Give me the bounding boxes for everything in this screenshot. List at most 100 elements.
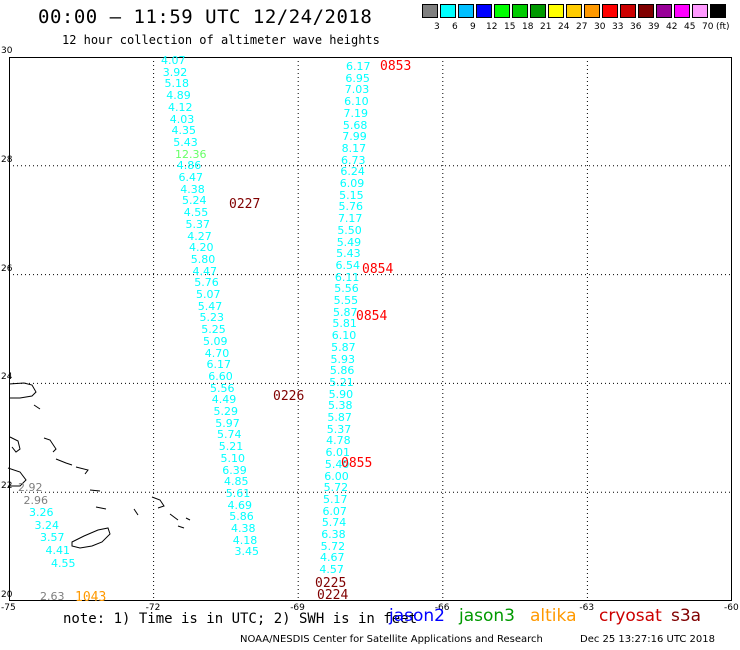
wave-height-value: 5.38 (328, 399, 353, 413)
wave-height-value: 6.17 (346, 60, 371, 73)
legend-swatch (638, 4, 654, 18)
pass-time-label: 0854 (356, 309, 388, 324)
wave-height-value: 4.85 (224, 475, 249, 489)
wave-height-value: 5.40 (324, 457, 350, 471)
legend-swatch (710, 4, 726, 18)
legend-swatch (656, 4, 672, 18)
legend-label: 12 (486, 22, 498, 32)
wave-height-value: 4.67 (319, 551, 345, 565)
legend-label: 45 (684, 22, 696, 32)
wave-height-value: 5.29 (213, 405, 239, 418)
bahamas-isle (33, 404, 41, 410)
wave-height-value: 4.47 (192, 264, 218, 278)
wave-height-value: 4.49 (211, 393, 237, 407)
legend-swatch (566, 4, 582, 18)
wave-height-value: 3.57 (40, 531, 65, 545)
wave-height-value: 5.55 (333, 294, 359, 307)
turks-caicos (133, 508, 139, 516)
legend-label: 70 (702, 22, 714, 32)
florida-coast (8, 382, 37, 399)
pass-time-label: 0853 (380, 59, 412, 74)
wave-height-value: 3.26 (29, 506, 54, 520)
turks-caicos (177, 525, 185, 529)
legend-label: 3 (434, 22, 440, 32)
wave-height-value: 5.81 (332, 317, 357, 331)
pass-time-label: 0227 (229, 197, 261, 212)
wave-height-value: 6.54 (335, 258, 360, 272)
legend-swatch (584, 4, 600, 18)
wave-height-value: 2.92 (18, 481, 43, 494)
wave-height-value: 4.03 (169, 112, 195, 126)
lon-tick-label: -69 (290, 603, 305, 613)
wave-height-value: 6.10 (331, 329, 357, 343)
bahamas-isle (89, 489, 101, 492)
legend-label: 15 (504, 22, 516, 32)
wave-height-value: 5.68 (342, 118, 368, 132)
wave-height-value: 4.38 (180, 182, 205, 196)
wave-height-value: 5.87 (331, 340, 356, 354)
legend-swatch (530, 4, 546, 18)
wave-height-value: 3.45 (234, 545, 260, 559)
wave-height-value: 5.37 (326, 422, 352, 436)
footnote: note: 1) Time is in UTC; 2) SWH is in fe… (63, 611, 418, 627)
wave-height-value: 5.37 (185, 217, 211, 231)
pass-time-label: 1043 (75, 590, 107, 605)
wave-height-value: 8.17 (341, 141, 367, 155)
legend-swatch (602, 4, 618, 18)
wave-height-value: 5.49 (336, 235, 362, 249)
pass-time-label: 0224 (317, 588, 349, 603)
legend-label: 30 (594, 22, 606, 32)
lat-tick-label: 24 (1, 372, 13, 383)
wave-height-value: 5.15 (339, 188, 364, 202)
wave-height-value: 6.39 (222, 463, 247, 477)
wave-height-value: 4.35 (171, 124, 197, 138)
turks-caicos (169, 513, 179, 521)
legend-swatch (674, 4, 690, 18)
wave-height-value: 5.07 (196, 288, 221, 301)
bahamas-isle (75, 466, 89, 475)
wave-height-value: 5.87 (327, 411, 352, 424)
wave-height-value: 5.56 (334, 282, 359, 296)
satellite-name: cryosat (599, 606, 662, 626)
wave-height-value: 7.99 (342, 130, 367, 144)
wave-height-value: 5.50 (337, 223, 362, 237)
bahamas-isle (95, 506, 107, 510)
wave-height-value: 5.56 (210, 381, 235, 395)
andros-island (9, 436, 21, 453)
legend-label: 9 (470, 22, 476, 32)
wave-height-value: 4.41 (45, 544, 71, 557)
wave-height-value: 4.86 (176, 159, 202, 173)
wave-height-value: 5.47 (197, 299, 223, 313)
wave-height-value: 4.55 (183, 206, 209, 220)
wave-height-value: 5.09 (203, 334, 228, 348)
wave-height-value: 4.69 (227, 498, 253, 512)
wave-height-value: 4.20 (189, 241, 214, 255)
lat-tick-label: 28 (1, 154, 13, 165)
legend-swatch (458, 4, 474, 18)
legend-label: 21 (540, 22, 552, 32)
wave-height-value: 7.17 (337, 212, 363, 226)
wave-height-value: 5.43 (336, 247, 361, 261)
wave-height-value: 5.86 (229, 510, 254, 524)
wave-height-value: 5.21 (218, 440, 244, 454)
wave-height-value: 5.74 (217, 428, 242, 442)
wave-height-value: 5.80 (190, 252, 216, 266)
wave-height-value: 5.72 (323, 481, 349, 495)
turks-caicos (151, 496, 165, 509)
wave-height-value: 6.09 (339, 177, 365, 190)
wave-height-value: 5.87 (332, 305, 358, 319)
wave-height-value: 6.10 (344, 95, 369, 109)
wave-height-value: 5.86 (329, 364, 355, 378)
wave-height-value: 6.17 (206, 358, 232, 372)
wave-height-value: 4.55 (51, 556, 76, 570)
wave-height-value: 5.61 (225, 486, 251, 500)
legend-label: 6 (452, 22, 458, 32)
wave-height-value: 12.36 (175, 147, 207, 161)
legend-swatch (440, 4, 456, 18)
wave-height-value: 7.03 (344, 83, 370, 97)
legend-label: 36 (630, 22, 642, 32)
wave-height-value: 7.19 (343, 106, 369, 120)
bahamas-isle (55, 458, 73, 466)
pass-time-label: 0226 (273, 389, 305, 404)
